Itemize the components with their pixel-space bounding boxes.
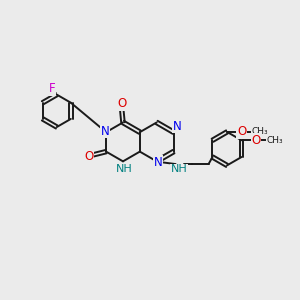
Text: CH₃: CH₃	[252, 128, 268, 136]
Text: O: O	[84, 150, 93, 163]
Text: NH: NH	[171, 164, 188, 175]
Text: O: O	[117, 97, 126, 110]
Text: O: O	[251, 134, 261, 147]
Text: CH₃: CH₃	[266, 136, 283, 145]
Text: N: N	[172, 120, 181, 133]
Text: F: F	[49, 82, 55, 95]
Text: N: N	[100, 125, 109, 138]
Text: NH: NH	[116, 164, 133, 174]
Text: N: N	[154, 156, 162, 169]
Text: O: O	[237, 125, 246, 138]
